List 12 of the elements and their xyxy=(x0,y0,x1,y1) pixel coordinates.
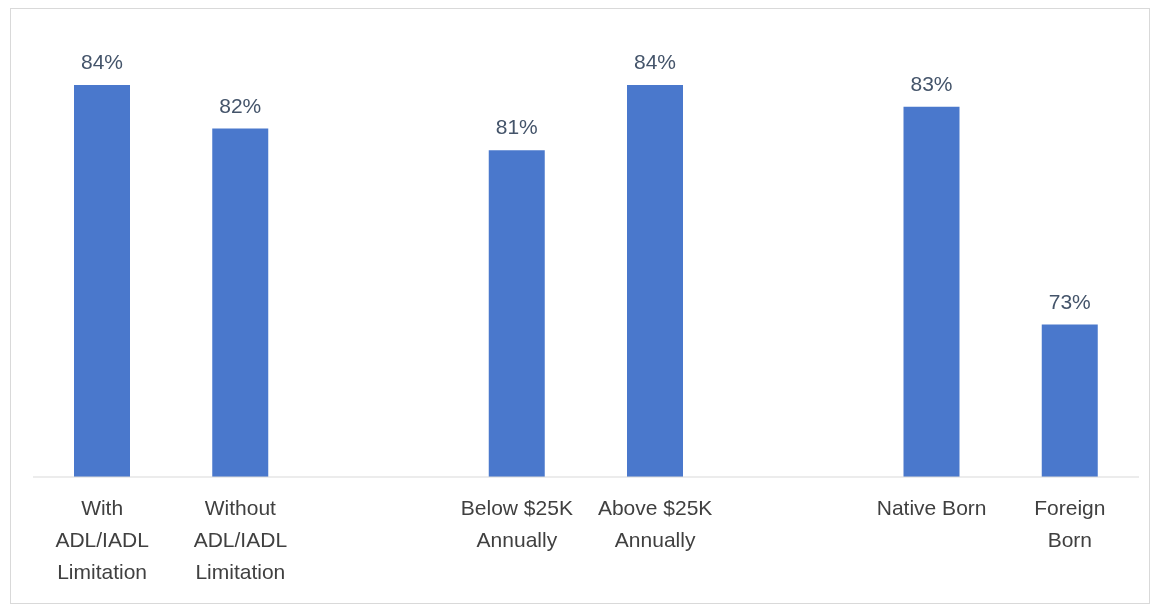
data-label: 82% xyxy=(219,93,262,117)
x-tick-label: Foreign Born xyxy=(1034,496,1106,551)
x-tick-label: Native Born xyxy=(876,496,987,519)
x-tick-label: Below $25K Annually xyxy=(460,496,573,551)
data-label: 73% xyxy=(1048,289,1091,313)
data-label: 84% xyxy=(80,50,124,74)
x-tick-label: With ADL/IADL Limitation xyxy=(55,496,149,583)
data-label: 81% xyxy=(495,115,538,139)
x-tick-label: Without ADL/IADL Limitation xyxy=(193,496,288,583)
data-label: 83% xyxy=(910,71,953,95)
data-label: 84% xyxy=(633,50,677,74)
x-tick-label: Above $25K Annually xyxy=(597,496,713,551)
